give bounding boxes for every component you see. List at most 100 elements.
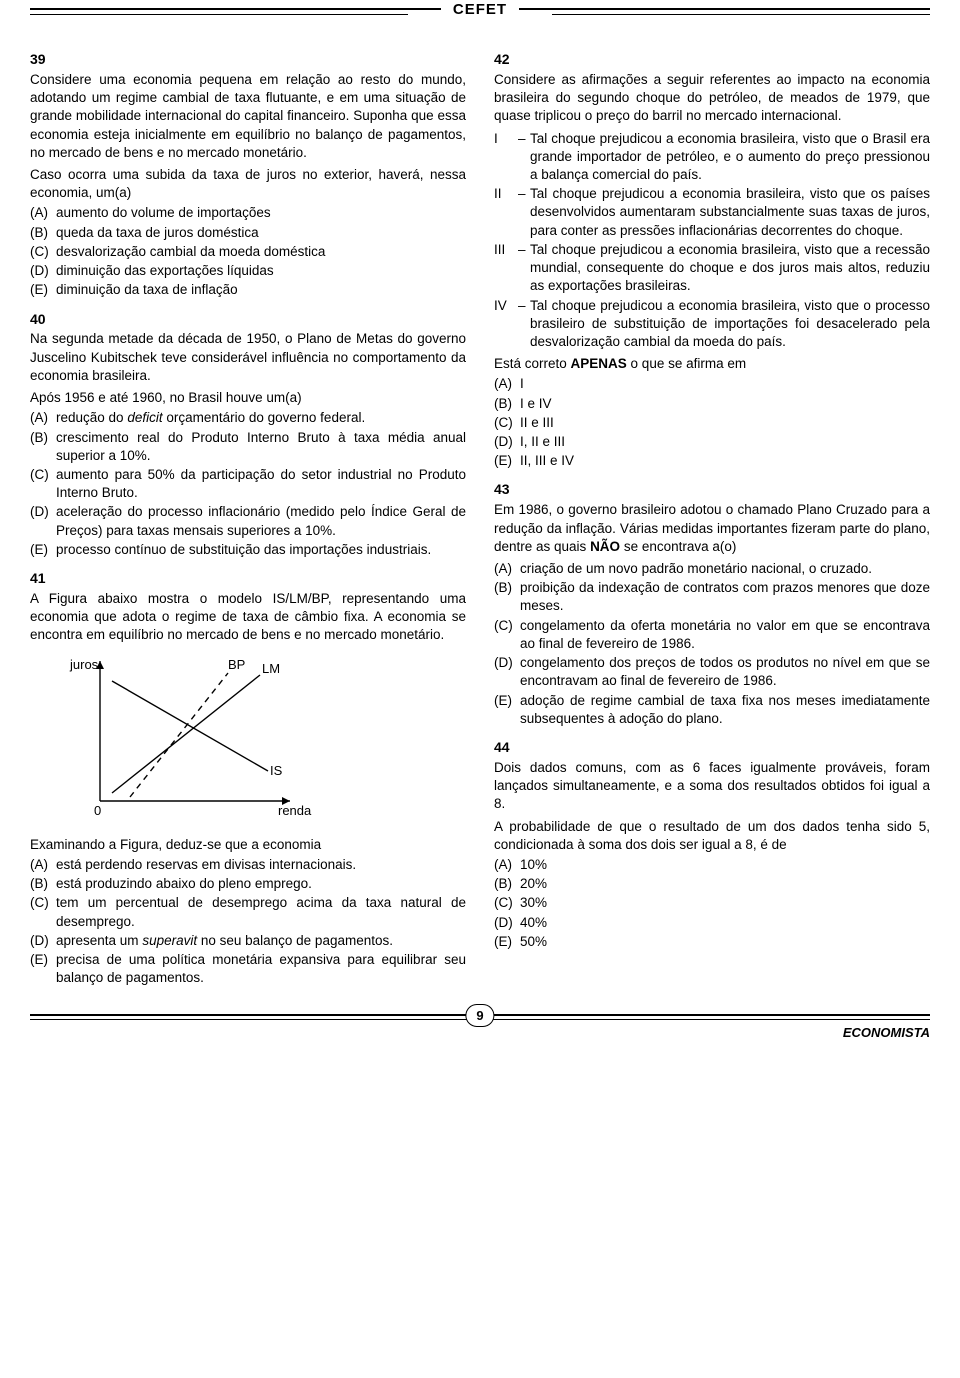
option-b: (B)crescimento real do Produto Interno B…	[30, 429, 466, 465]
roman-list: I–Tal choque prejudicou a economia brasi…	[494, 130, 930, 352]
option-c: (C)II e III	[494, 414, 930, 432]
roman-label: II	[494, 185, 518, 240]
islm-svg: juros0rendaBPLMIS	[60, 653, 320, 823]
question-text: Considere as afirmações a seguir referen…	[494, 71, 930, 126]
option-text: proibição da indexação de contratos com …	[520, 579, 930, 615]
option-text: congelamento da oferta monetária no valo…	[520, 617, 930, 653]
option-d: (D)I, II e III	[494, 433, 930, 451]
islm-chart: juros0rendaBPLMIS	[60, 653, 466, 828]
option-text: congelamento dos preços de todos os prod…	[520, 654, 930, 690]
option-e: (E)diminuição da taxa de inflação	[30, 281, 466, 299]
option-label: (A)	[30, 409, 56, 427]
option-a: (A)10%	[494, 856, 930, 874]
option-text: 50%	[520, 933, 930, 951]
roman-text: Tal choque prejudicou a economia brasile…	[530, 130, 930, 185]
option-b: (B)está produzindo abaixo do pleno empre…	[30, 875, 466, 893]
option-text: crescimento real do Produto Interno Brut…	[56, 429, 466, 465]
option-text: tem um percentual de desemprego acima da…	[56, 894, 466, 930]
question-text: Considere uma economia pequena em relaçã…	[30, 71, 466, 162]
option-text: 20%	[520, 875, 930, 893]
roman-text: Tal choque prejudicou a economia brasile…	[530, 185, 930, 240]
option-label: (A)	[30, 204, 56, 222]
svg-text:0: 0	[94, 803, 101, 818]
option-a: (A)I	[494, 375, 930, 393]
options-list: (A)criação de um novo padrão monetário n…	[494, 560, 930, 728]
options-list: (A)redução do deficit orçamentário do go…	[30, 409, 466, 559]
option-label: (D)	[30, 503, 56, 539]
option-text: apresenta um superavit no seu balanço de…	[56, 932, 466, 950]
question-text: Dois dados comuns, com as 6 faces igualm…	[494, 759, 930, 814]
option-d: (D)apresenta um superavit no seu balanço…	[30, 932, 466, 950]
option-e: (E)II, III e IV	[494, 452, 930, 470]
option-text: I	[520, 375, 930, 393]
option-label: (B)	[30, 224, 56, 242]
option-text: processo contínuo de substituição das im…	[56, 541, 466, 559]
option-text: adoção de regime cambial de taxa fixa no…	[520, 692, 930, 728]
question-43: 43 Em 1986, o governo brasileiro adotou …	[494, 480, 930, 728]
option-label: (C)	[494, 617, 520, 653]
option-text: diminuição da taxa de inflação	[56, 281, 466, 299]
option-label: (B)	[30, 875, 56, 893]
option-label: (C)	[494, 414, 520, 432]
option-label: (C)	[30, 243, 56, 261]
option-label: (B)	[494, 579, 520, 615]
option-label: (B)	[494, 875, 520, 893]
option-a: (A)está perdendo reservas em divisas int…	[30, 856, 466, 874]
option-b: (B)20%	[494, 875, 930, 893]
option-b: (B)proibição da indexação de contratos c…	[494, 579, 930, 615]
option-text: aceleração do processo inflacionário (me…	[56, 503, 466, 539]
option-label: (A)	[494, 856, 520, 874]
option-d: (D)diminuição das exportações líquidas	[30, 262, 466, 280]
option-a: (A)redução do deficit orçamentário do go…	[30, 409, 466, 427]
option-text: precisa de uma política monetária expans…	[56, 951, 466, 987]
dash: –	[518, 130, 530, 185]
roman-item-iv: IV–Tal choque prejudicou a economia bras…	[494, 297, 930, 352]
roman-label: III	[494, 241, 518, 296]
option-text: aumento para 50% da participação do seto…	[56, 466, 466, 502]
question-prompt: A probabilidade de que o resultado de um…	[494, 818, 930, 854]
left-column: 39 Considere uma economia pequena em rel…	[30, 40, 466, 994]
exam-page: CEFET 39 Considere uma economia pequena …	[0, 8, 960, 1070]
option-text: aumento do volume de importações	[56, 204, 466, 222]
option-b: (B)I e IV	[494, 395, 930, 413]
option-label: (D)	[494, 914, 520, 932]
question-42: 42 Considere as afirmações a seguir refe…	[494, 50, 930, 470]
option-label: (E)	[30, 281, 56, 299]
option-label: (A)	[30, 856, 56, 874]
option-text: 40%	[520, 914, 930, 932]
options-list: (A)I (B)I e IV (C)II e III (D)I, II e II…	[494, 375, 930, 470]
svg-text:BP: BP	[228, 657, 245, 672]
question-39: 39 Considere uma economia pequena em rel…	[30, 50, 466, 300]
svg-text:juros: juros	[69, 657, 99, 672]
roman-item-ii: II–Tal choque prejudicou a economia bras…	[494, 185, 930, 240]
question-number: 40	[30, 310, 466, 329]
bold-term: NÃO	[590, 539, 620, 554]
option-text: está produzindo abaixo do pleno emprego.	[56, 875, 466, 893]
question-prompt: Está correto APENAS o que se afirma em	[494, 355, 930, 373]
question-number: 41	[30, 569, 466, 588]
roman-label: I	[494, 130, 518, 185]
svg-text:LM: LM	[262, 661, 280, 676]
option-a: (A)aumento do volume de importações	[30, 204, 466, 222]
option-label: (D)	[30, 932, 56, 950]
header-title: CEFET	[441, 0, 519, 20]
option-text: está perdendo reservas em divisas intern…	[56, 856, 466, 874]
option-e: (E)processo contínuo de substituição das…	[30, 541, 466, 559]
dash: –	[518, 185, 530, 240]
footer: 9 ECONOMISTA	[30, 1014, 930, 1050]
question-text: Em 1986, o governo brasileiro adotou o c…	[494, 501, 930, 556]
option-text: diminuição das exportações líquidas	[56, 262, 466, 280]
option-c: (C)congelamento da oferta monetária no v…	[494, 617, 930, 653]
roman-text: Tal choque prejudicou a economia brasile…	[530, 241, 930, 296]
svg-text:IS: IS	[270, 763, 283, 778]
option-text: criação de um novo padrão monetário naci…	[520, 560, 930, 578]
dash: –	[518, 297, 530, 352]
options-list: (A)está perdendo reservas em divisas int…	[30, 856, 466, 988]
option-c: (C)tem um percentual de desemprego acima…	[30, 894, 466, 930]
question-prompt: Caso ocorra uma subida da taxa de juros …	[30, 166, 466, 202]
option-c: (C)aumento para 50% da participação do s…	[30, 466, 466, 502]
option-label: (C)	[494, 894, 520, 912]
option-text: II e III	[520, 414, 930, 432]
question-prompt: Após 1956 e até 1960, no Brasil houve um…	[30, 389, 466, 407]
option-e: (E)precisa de uma política monetária exp…	[30, 951, 466, 987]
